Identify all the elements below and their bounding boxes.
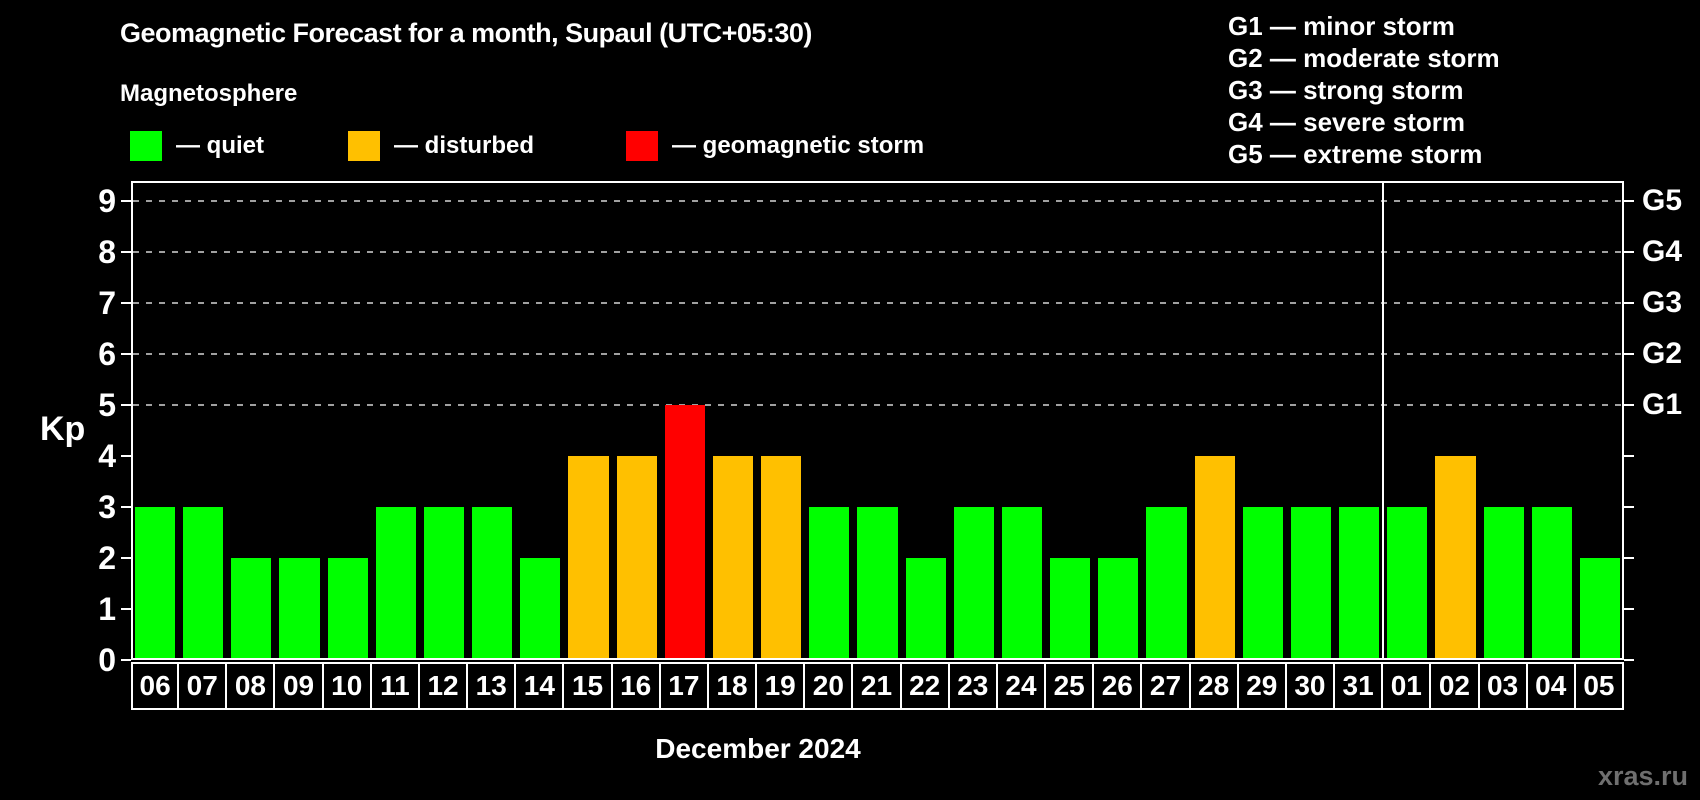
g-axis-label-g2: G2: [1642, 337, 1683, 370]
y-tick-mark: [121, 353, 131, 355]
y-tick-label: 9: [98, 183, 116, 219]
storm-color-swatch: [626, 131, 658, 161]
day-label-cell: 14: [514, 662, 565, 710]
day-label-cell: 22: [899, 662, 950, 710]
day-label-cell: 19: [755, 662, 806, 710]
day-label-cell: 03: [1477, 662, 1528, 710]
right-tick-mark: [1624, 455, 1634, 457]
right-tick-mark: [1624, 302, 1634, 304]
day-label-cell: 23: [947, 662, 998, 710]
day-label-cell: 24: [995, 662, 1047, 710]
day-label-cell: 20: [803, 662, 854, 710]
g-axis-label-g3: G3: [1642, 286, 1683, 319]
quiet-color-swatch: [130, 131, 162, 161]
day-label-cell: 21: [851, 662, 902, 710]
y-tick-mark: [121, 200, 131, 202]
day-label-cell: 26: [1092, 662, 1143, 710]
right-tick-mark: [1624, 353, 1634, 355]
watermark: xras.ru: [1597, 761, 1688, 791]
y-tick-label: 3: [98, 489, 116, 525]
g5-legend-line: G5 — extreme storm: [1228, 139, 1483, 169]
g2-legend-line: G2 — moderate storm: [1228, 43, 1500, 73]
day-label-cell: 11: [369, 662, 420, 710]
y-axis-title: Kp: [40, 410, 86, 448]
y-tick-label: 8: [98, 234, 116, 270]
right-tick-mark: [1624, 506, 1634, 508]
day-label-cell: 25: [1044, 662, 1095, 710]
day-label-cell: 06: [131, 662, 180, 710]
legend-item-disturbed: — disturbed: [348, 131, 534, 161]
day-label-cell: 17: [658, 662, 709, 710]
g-axis-label-g5: G5: [1642, 184, 1683, 217]
right-tick-mark: [1624, 557, 1634, 559]
day-label-cell: 16: [610, 662, 661, 710]
x-axis-title: December 2024: [655, 733, 861, 764]
y-tick-label: 6: [98, 336, 116, 372]
y-tick-label: 0: [98, 642, 116, 678]
right-tick-mark: [1624, 251, 1634, 253]
day-label-cell: 15: [562, 662, 613, 710]
day-label-cell: 13: [466, 662, 517, 710]
plot-area: [131, 181, 1624, 660]
day-label-cell: 18: [706, 662, 758, 710]
g1-legend-line: G1 — minor storm: [1228, 11, 1455, 41]
g4-legend-line: G4 — severe storm: [1228, 107, 1466, 137]
day-label-cell: 04: [1525, 662, 1576, 710]
right-tick-mark: [1624, 404, 1634, 406]
y-tick-mark: [121, 404, 131, 406]
day-label-cell: 08: [225, 662, 276, 710]
g3-legend-line: G3 — strong storm: [1228, 75, 1464, 105]
g-axis-label-g1: G1: [1642, 388, 1683, 421]
legend-label-quiet: — quiet: [176, 132, 264, 159]
disturbed-color-swatch: [348, 131, 380, 161]
day-label-cell: 12: [417, 662, 469, 710]
day-label-cell: 27: [1140, 662, 1191, 710]
y-tick-mark: [121, 455, 131, 457]
y-tick-label: 2: [98, 540, 116, 576]
y-tick-mark: [121, 659, 131, 661]
y-tick-label: 1: [98, 591, 116, 627]
day-label-cell: 07: [177, 662, 228, 710]
day-label-cell: 29: [1236, 662, 1287, 710]
y-tick-label: 7: [98, 285, 116, 321]
page-title: Geomagnetic Forecast for a month, Supaul…: [120, 18, 812, 48]
day-label-cell: 01: [1381, 662, 1432, 710]
legend-label-disturbed: — disturbed: [394, 132, 535, 159]
legend-item-quiet: — quiet: [130, 131, 264, 161]
right-tick-mark: [1624, 200, 1634, 202]
day-label-cell: 31: [1333, 662, 1384, 710]
day-label-cell: 09: [273, 662, 324, 710]
chart-subtitle: Magnetosphere: [120, 80, 298, 107]
legend-label-storm: — geomagnetic storm: [672, 132, 925, 159]
day-label-cell: 02: [1429, 662, 1480, 710]
right-tick-mark: [1624, 608, 1634, 610]
y-tick-mark: [121, 302, 131, 304]
g-axis-label-g4: G4: [1642, 235, 1683, 268]
day-label-cell: 30: [1284, 662, 1336, 710]
y-tick-mark: [121, 608, 131, 610]
legend-item-storm: — geomagnetic storm: [626, 131, 924, 161]
right-tick-mark: [1624, 659, 1634, 661]
y-tick-mark: [121, 557, 131, 559]
day-label-cell: 10: [321, 662, 372, 710]
g-scale-legend: G1 — minor storm G2 — moderate storm G3 …: [1228, 10, 1500, 170]
y-tick-mark: [121, 506, 131, 508]
y-tick-mark: [121, 251, 131, 253]
day-label-cell: 28: [1188, 662, 1239, 710]
day-label-cell: 05: [1573, 662, 1624, 710]
